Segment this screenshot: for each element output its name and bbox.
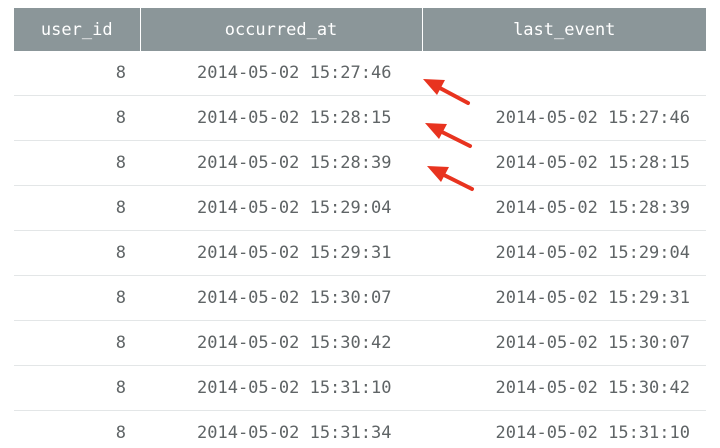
table-row: 8 2014-05-02 15:30:42 2014-05-02 15:30:0… — [14, 320, 706, 366]
cell-last-event: 2014-05-02 15:31:10 — [422, 410, 706, 448]
cell-occurred-at: 2014-05-02 15:29:04 — [140, 185, 422, 231]
cell-occurred-at: 2014-05-02 15:30:42 — [140, 320, 422, 366]
cell-occurred-at: 2014-05-02 15:29:31 — [140, 230, 422, 276]
table-row: 8 2014-05-02 15:28:39 2014-05-02 15:28:1… — [14, 140, 706, 186]
table-row: 8 2014-05-02 15:31:34 2014-05-02 15:31:1… — [14, 410, 706, 448]
cell-user-id: 8 — [14, 365, 140, 411]
cell-occurred-at: 2014-05-02 15:31:34 — [140, 410, 422, 448]
table-row: 8 2014-05-02 15:28:15 2014-05-02 15:27:4… — [14, 95, 706, 141]
cell-user-id: 8 — [14, 51, 140, 96]
table-row: 8 2014-05-02 15:30:07 2014-05-02 15:29:3… — [14, 275, 706, 321]
cell-user-id: 8 — [14, 185, 140, 231]
cell-occurred-at: 2014-05-02 15:30:07 — [140, 275, 422, 321]
cell-user-id: 8 — [14, 410, 140, 448]
cell-last-event: 2014-05-02 15:28:15 — [422, 140, 706, 186]
cell-occurred-at: 2014-05-02 15:28:15 — [140, 95, 422, 141]
cell-occurred-at: 2014-05-02 15:27:46 — [140, 51, 422, 96]
results-table: user_id occurred_at last_event 8 2014-05… — [14, 8, 706, 448]
table-row: 8 2014-05-02 15:29:31 2014-05-02 15:29:0… — [14, 230, 706, 276]
cell-last-event: 2014-05-02 15:30:07 — [422, 320, 706, 366]
cell-last-event: 2014-05-02 15:29:04 — [422, 230, 706, 276]
cell-user-id: 8 — [14, 140, 140, 186]
cell-last-event — [422, 51, 706, 96]
cell-last-event: 2014-05-02 15:30:42 — [422, 365, 706, 411]
cell-last-event: 2014-05-02 15:29:31 — [422, 275, 706, 321]
cell-occurred-at: 2014-05-02 15:31:10 — [140, 365, 422, 411]
cell-user-id: 8 — [14, 230, 140, 276]
cell-user-id: 8 — [14, 320, 140, 366]
cell-user-id: 8 — [14, 275, 140, 321]
cell-occurred-at: 2014-05-02 15:28:39 — [140, 140, 422, 186]
cell-last-event: 2014-05-02 15:27:46 — [422, 95, 706, 141]
table-row: 8 2014-05-02 15:31:10 2014-05-02 15:30:4… — [14, 365, 706, 411]
header-row: user_id occurred_at last_event — [14, 8, 706, 51]
table-row: 8 2014-05-02 15:29:04 2014-05-02 15:28:3… — [14, 185, 706, 231]
column-header-user-id[interactable]: user_id — [14, 8, 141, 51]
column-header-occurred-at[interactable]: occurred_at — [140, 8, 423, 51]
cell-last-event: 2014-05-02 15:28:39 — [422, 185, 706, 231]
cell-user-id: 8 — [14, 95, 140, 141]
column-header-last-event[interactable]: last_event — [422, 8, 706, 51]
table-row: 8 2014-05-02 15:27:46 — [14, 51, 706, 96]
